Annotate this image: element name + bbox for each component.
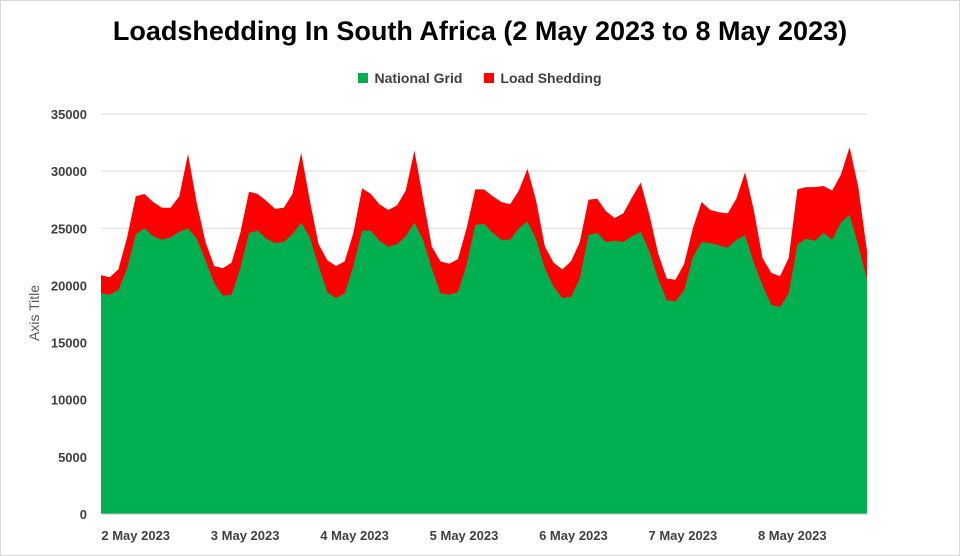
x-tick-label: 8 May 2023	[758, 528, 827, 543]
legend-label-national-grid: National Grid	[374, 70, 463, 86]
x-tick-label: 4 May 2023	[320, 528, 389, 543]
chart-title: Loadshedding In South Africa (2 May 2023…	[112, 16, 848, 46]
series-area-national-grid	[101, 214, 867, 514]
x-tick-label: 7 May 2023	[649, 528, 718, 543]
legend-item-national-grid: National Grid	[358, 70, 462, 86]
legend-swatch-load-shedding	[484, 73, 495, 83]
y-tick-label: 10000	[51, 393, 87, 408]
legend-item-load-shedding: Load Shedding	[484, 70, 602, 86]
legend-swatch-national-grid	[358, 73, 369, 83]
y-tick-label: 25000	[51, 221, 87, 236]
x-tick-label: 3 May 2023	[211, 528, 280, 543]
x-tick-label: 2 May 2023	[101, 528, 170, 543]
y-tick-label: 5000	[58, 450, 87, 465]
y-tick-label: 15000	[51, 336, 87, 351]
y-tick-label: 30000	[51, 164, 87, 179]
legend-label-load-shedding: Load Shedding	[500, 70, 602, 86]
y-tick-label: 35000	[51, 107, 87, 122]
y-tick-label: 20000	[51, 278, 87, 293]
y-tick-label: 0	[80, 507, 87, 522]
legend: National Grid Load Shedding	[0, 70, 960, 86]
x-tick-label: 5 May 2023	[430, 528, 499, 543]
x-tick-label: 6 May 2023	[539, 528, 608, 543]
